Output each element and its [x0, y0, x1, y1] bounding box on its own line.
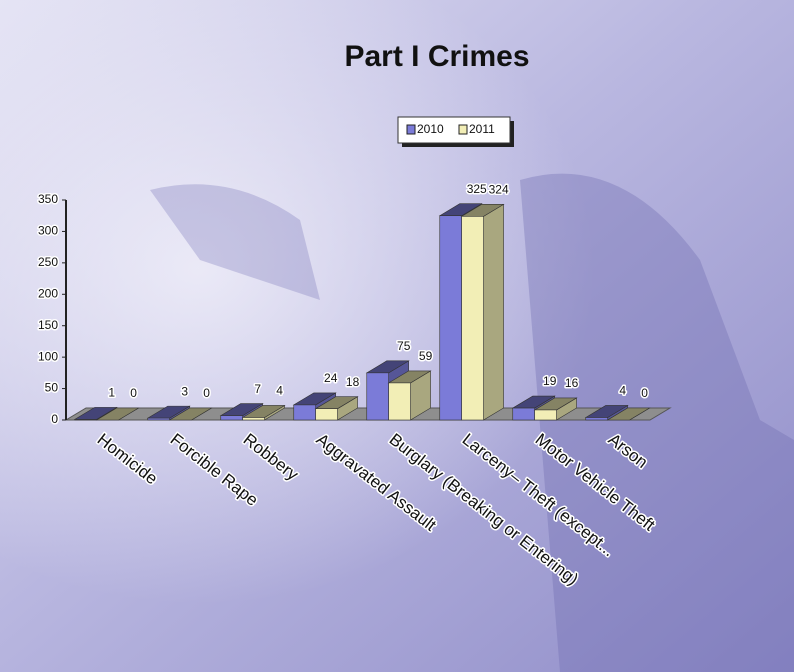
legend-swatch	[458, 124, 468, 135]
background-shape	[150, 184, 320, 300]
bar-front	[534, 409, 557, 421]
bar	[387, 370, 432, 421]
bar-top	[168, 407, 213, 421]
y-tick-label: 50	[45, 381, 59, 395]
y-tick-label: 100	[38, 349, 58, 363]
y-tick-label: 150	[38, 318, 58, 332]
legend-box	[397, 116, 511, 144]
bar-top	[606, 407, 651, 421]
data-label: 324	[489, 183, 509, 197]
data-label: 75	[397, 339, 411, 353]
data-label: 0	[641, 386, 648, 400]
y-tick-label: 350	[38, 192, 58, 206]
data-label: 59	[419, 349, 433, 363]
data-label: 0	[130, 386, 137, 400]
data-label: 7	[254, 382, 261, 396]
y-tick-label: 250	[38, 255, 58, 269]
data-label: 3	[181, 384, 188, 398]
bar	[146, 405, 191, 421]
data-label: 18	[346, 375, 360, 389]
bar	[168, 407, 213, 421]
data-label: 1	[108, 386, 115, 400]
bar	[95, 407, 140, 421]
legend-label: 2010	[417, 122, 444, 136]
y-tick-label: 200	[38, 286, 58, 300]
data-label: 19	[543, 374, 557, 388]
bar-front	[315, 408, 338, 421]
data-label: 325	[467, 182, 487, 196]
data-label: 4	[619, 384, 626, 398]
background-shape	[520, 173, 794, 672]
bar	[241, 404, 286, 421]
bar-side	[483, 203, 504, 421]
bar-front	[74, 419, 97, 421]
bar	[533, 397, 578, 421]
legend: 2010 2011	[397, 116, 514, 147]
bar-front	[220, 415, 243, 421]
bar-front	[366, 372, 389, 421]
y-tick-label: 300	[38, 224, 58, 238]
data-label: 24	[324, 371, 338, 385]
data-label: 16	[565, 376, 579, 390]
bar-top	[95, 407, 140, 421]
bar-front	[293, 404, 316, 421]
y-tick-label: 0	[51, 412, 58, 426]
legend-label: 2011	[469, 122, 495, 136]
bar	[460, 203, 505, 421]
bar	[314, 396, 359, 421]
bar-front	[388, 382, 411, 421]
bar	[606, 407, 651, 421]
chart-title: Part I Crimes	[344, 40, 529, 73]
data-label: 4	[276, 384, 283, 398]
bar-front	[147, 417, 170, 421]
legend-swatch	[406, 124, 416, 135]
bar-front	[512, 407, 535, 421]
bar-front	[242, 417, 265, 421]
data-label: 0	[203, 386, 210, 400]
bar-front	[461, 216, 484, 421]
bar-front	[585, 417, 608, 421]
bar-front	[439, 215, 462, 421]
